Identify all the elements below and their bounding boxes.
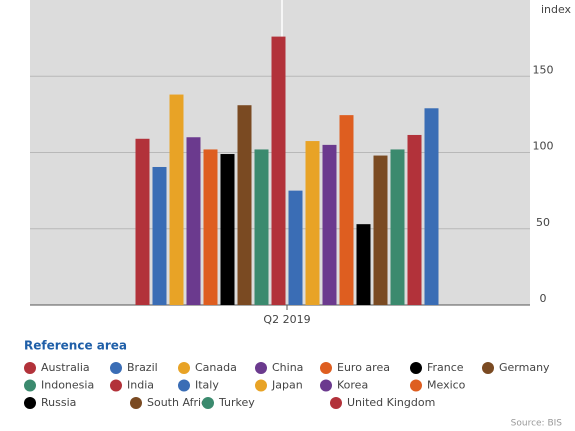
source: Source: BIS bbox=[511, 419, 563, 429]
bar bbox=[237, 105, 252, 305]
legend-label: Russia bbox=[41, 396, 76, 409]
legend-label: Mexico bbox=[427, 379, 466, 392]
legend-label: Korea bbox=[337, 379, 368, 392]
legend-label: Canada bbox=[195, 361, 237, 374]
legend-label: United Kingdom bbox=[347, 396, 435, 409]
legend-marker bbox=[255, 379, 267, 392]
legend-marker bbox=[130, 397, 142, 409]
bar bbox=[339, 115, 354, 305]
legend-marker bbox=[110, 379, 122, 392]
bar bbox=[203, 149, 218, 305]
y-axis-label: index bbox=[541, 3, 572, 16]
legend-marker bbox=[410, 379, 422, 392]
legend-marker bbox=[24, 379, 36, 392]
bar bbox=[152, 166, 167, 305]
legend-marker bbox=[330, 397, 342, 409]
legend-marker bbox=[482, 362, 494, 374]
y-tick-label: 150 bbox=[533, 63, 554, 76]
legend-marker bbox=[24, 397, 36, 409]
legend-label: South Africa bbox=[147, 396, 214, 409]
bar bbox=[135, 138, 150, 305]
bar bbox=[373, 155, 388, 305]
legend-marker bbox=[410, 362, 422, 374]
legend-label: Brazil bbox=[127, 361, 158, 374]
bar bbox=[271, 36, 286, 305]
legend-marker bbox=[202, 397, 214, 409]
legend-marker bbox=[320, 379, 332, 392]
y-tick-label: 0 bbox=[540, 292, 547, 305]
bar bbox=[407, 134, 422, 305]
bar bbox=[356, 224, 371, 305]
bar bbox=[305, 141, 320, 305]
legend-marker bbox=[178, 379, 190, 392]
legend-label: Euro area bbox=[337, 361, 390, 374]
legend-label: Italy bbox=[195, 379, 219, 392]
legend-marker bbox=[320, 362, 332, 374]
legend-label: Japan bbox=[271, 379, 303, 392]
legend-label: Indonesia bbox=[41, 379, 94, 392]
bar bbox=[390, 149, 405, 305]
bar bbox=[186, 137, 201, 305]
legend-label: Germany bbox=[499, 361, 550, 374]
y-tick-label: 50 bbox=[536, 216, 550, 229]
legend-marker bbox=[178, 362, 190, 374]
bar bbox=[288, 190, 303, 305]
bar bbox=[254, 149, 269, 305]
x-tick-label: Q2 2019 bbox=[263, 313, 310, 326]
bar bbox=[169, 94, 184, 305]
bar bbox=[322, 144, 337, 305]
legend-label: India bbox=[127, 379, 154, 392]
legend-label: Turkey bbox=[218, 396, 255, 409]
legend-title: Reference area bbox=[24, 339, 127, 353]
legend-marker bbox=[110, 362, 122, 374]
legend-label: France bbox=[427, 361, 464, 374]
y-tick-label: 100 bbox=[533, 140, 554, 153]
legend-marker bbox=[255, 362, 267, 374]
bar bbox=[220, 154, 235, 305]
legend-label: China bbox=[272, 361, 303, 374]
bar bbox=[424, 108, 439, 306]
legend-marker bbox=[24, 362, 36, 374]
legend-label: Australia bbox=[41, 361, 90, 374]
